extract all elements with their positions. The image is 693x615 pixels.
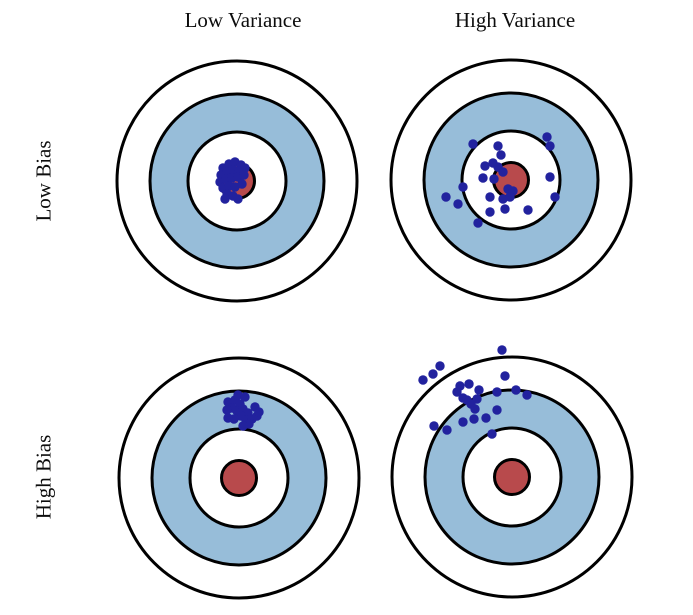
column-header-low-variance: Low Variance [184,8,302,32]
shot-dot [239,170,249,180]
shot-dot [487,429,497,439]
shot-dot [233,194,243,204]
shot-dot [223,413,233,423]
shot-dot [474,385,484,395]
shot-dot [489,174,499,184]
shot-dot [429,421,439,431]
shot-dot [473,218,483,228]
shot-dot [480,161,490,171]
shot-dot [458,182,468,192]
shot-dot [505,192,515,202]
shot-dot [485,192,495,202]
shot-dot [442,425,452,435]
target-bullseye [493,458,531,496]
shot-dot [511,385,521,395]
target-high-bias-high-variance [390,345,634,599]
row-label-high-bias: High Bias [31,434,56,520]
target-high-bias-low-variance [117,356,361,600]
target-low-bias-high-variance [389,58,633,302]
shot-dot [478,173,488,183]
shot-dot [542,132,552,142]
shot-dot [472,394,482,404]
shot-dot [468,139,478,149]
shot-dot [498,167,508,177]
shot-dot [470,404,480,414]
shot-dot [522,390,532,400]
shot-dot [469,414,479,424]
shot-dot [500,204,510,214]
shot-dot [428,369,438,379]
shot-dot [237,179,247,189]
shot-dot [464,379,474,389]
shot-dot [240,163,250,173]
column-header-high-variance: High Variance [454,8,576,32]
shot-dot [222,405,232,415]
shot-dot [545,172,555,182]
row-label-low-bias: Low Bias [31,140,56,222]
shot-dot [254,407,264,417]
shot-dot [458,417,468,427]
shot-dot [485,207,495,217]
shot-dot [240,392,250,402]
shot-dot [452,387,462,397]
shot-dot [238,421,248,431]
shot-dot [496,150,506,160]
target-bullseye [220,459,258,497]
shot-dot [453,199,463,209]
shot-dot [418,375,428,385]
shot-dot [492,387,502,397]
shot-dot [441,192,451,202]
shot-dot [497,345,507,355]
shot-dot [500,371,510,381]
shot-dot [493,141,503,151]
shot-dot [523,205,533,215]
shot-dot [481,413,491,423]
shot-dot [435,361,445,371]
shot-dot [220,194,230,204]
shot-dot [545,141,555,151]
shot-dot [550,192,560,202]
target-low-bias-low-variance [115,59,359,303]
shot-dot [492,405,502,415]
